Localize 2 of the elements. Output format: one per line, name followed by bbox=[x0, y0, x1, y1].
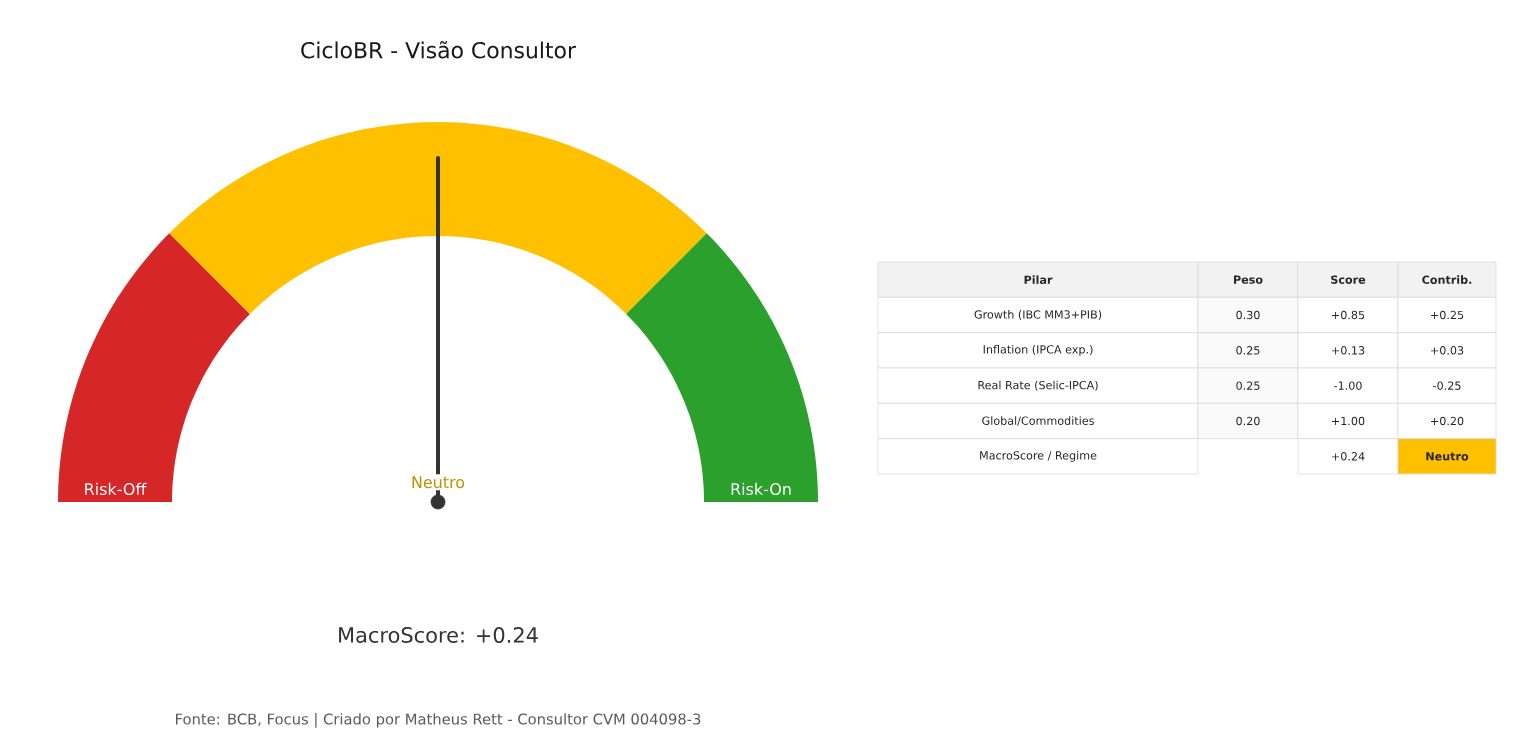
chart-title: CicloBR - Visão Consultor bbox=[301, 41, 576, 59]
text: MacroScore: +0.24 bbox=[339, 627, 538, 643]
